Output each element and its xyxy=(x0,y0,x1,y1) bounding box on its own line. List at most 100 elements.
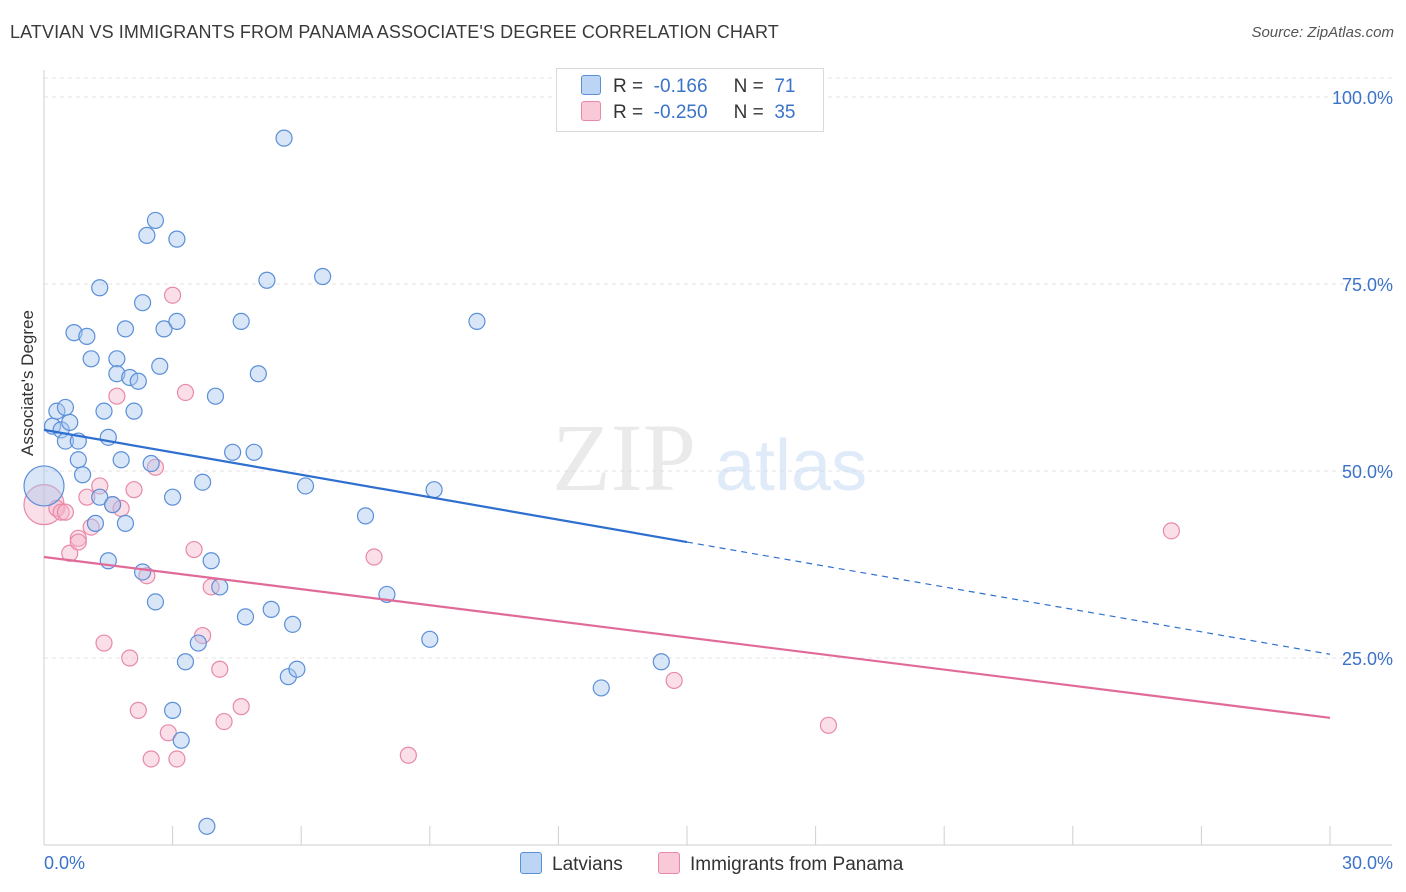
data-point xyxy=(168,230,186,248)
data-point xyxy=(296,477,315,495)
legend-swatch-pink xyxy=(581,101,601,121)
source-label: Source: ZipAtlas.com xyxy=(1251,24,1394,41)
data-point xyxy=(365,548,383,566)
legend-swatch-pink xyxy=(658,852,680,874)
data-point xyxy=(146,211,165,230)
data-point xyxy=(665,671,683,690)
data-point xyxy=(164,701,182,719)
legend-swatch-blue xyxy=(520,852,542,874)
legend-item-latvians: Latvians xyxy=(520,852,623,876)
data-point xyxy=(69,533,87,551)
data-point xyxy=(356,507,375,525)
data-point xyxy=(314,267,332,286)
data-point xyxy=(245,443,263,461)
data-point xyxy=(108,365,126,383)
legend-label-latvians: Latvians xyxy=(552,854,623,875)
legend-item-panama: Immigrants from Panama xyxy=(658,852,903,876)
data-point xyxy=(91,488,109,506)
legend-n-label: N = xyxy=(733,76,764,97)
data-point xyxy=(82,350,100,368)
legend-n-label: N = xyxy=(733,102,764,123)
data-point xyxy=(95,402,113,420)
data-point xyxy=(56,398,75,417)
data-point xyxy=(468,312,486,330)
watermark-zip: ZIP xyxy=(552,404,696,511)
data-point xyxy=(249,365,267,383)
data-point xyxy=(65,324,83,342)
data-point xyxy=(232,698,250,716)
data-point xyxy=(215,712,233,731)
data-point xyxy=(121,368,139,387)
legend-r-value: -0.166 xyxy=(653,76,708,97)
x-tick-label: 0.0% xyxy=(44,853,85,873)
data-point xyxy=(133,563,152,581)
data-point xyxy=(425,481,443,499)
data-point xyxy=(176,383,195,402)
data-point xyxy=(168,312,186,330)
series-latvians-points xyxy=(23,129,670,835)
chart-title: LATVIAN VS IMMIGRANTS FROM PANAMA ASSOCI… xyxy=(10,22,779,42)
trend-line-latvians-extension xyxy=(686,541,1331,655)
stats-legend: R = -0.166 N = 71 R = -0.250 N = 35 xyxy=(556,68,824,132)
data-point xyxy=(164,488,182,506)
data-point xyxy=(194,473,212,491)
legend-n-value: 71 xyxy=(774,76,796,97)
data-point xyxy=(121,649,139,667)
data-point xyxy=(172,731,190,749)
y-tick-label: 75.0% xyxy=(1342,275,1393,295)
data-point xyxy=(202,552,220,570)
data-point xyxy=(819,716,838,734)
data-point xyxy=(146,593,165,611)
y-axis-label: Associate's Degree xyxy=(18,310,37,456)
data-point xyxy=(78,488,96,506)
data-point xyxy=(164,286,182,304)
data-point xyxy=(176,653,195,671)
data-point xyxy=(652,653,670,671)
data-point xyxy=(52,503,70,521)
legend-row-panama: R = -0.250 N = 35 xyxy=(581,101,795,125)
data-point xyxy=(23,465,65,507)
data-point xyxy=(73,466,92,484)
series-legend: Latvians Immigrants from Panama xyxy=(0,852,1406,878)
data-point xyxy=(91,279,109,297)
data-point xyxy=(86,514,105,532)
data-point xyxy=(236,608,255,626)
data-point xyxy=(125,402,143,420)
data-point xyxy=(168,750,186,768)
data-point xyxy=(61,413,79,431)
data-point xyxy=(125,481,143,499)
data-point xyxy=(142,454,160,473)
data-point xyxy=(78,327,96,345)
data-point xyxy=(48,402,66,420)
data-point xyxy=(108,387,126,405)
data-point xyxy=(155,320,173,338)
gridlines xyxy=(44,77,1392,659)
data-point xyxy=(189,634,207,652)
data-point xyxy=(288,660,306,678)
data-point xyxy=(69,529,87,547)
data-point xyxy=(224,443,242,461)
data-point xyxy=(56,503,75,521)
data-point xyxy=(103,496,122,514)
data-point xyxy=(116,514,135,532)
x-tick-label: 30.0% xyxy=(1342,853,1393,873)
tick-labels: 25.0% 50.0% 75.0% 100.0% 0.0% 30.0% xyxy=(44,88,1393,873)
data-point xyxy=(138,226,156,244)
trend-line-latvians xyxy=(43,428,688,544)
data-point xyxy=(399,746,417,764)
data-point xyxy=(284,615,302,633)
legend-r-label: R = xyxy=(613,102,644,123)
data-point xyxy=(129,701,147,719)
legend-n-value: 35 xyxy=(774,102,796,123)
data-point xyxy=(133,294,152,312)
data-point xyxy=(116,320,135,338)
trend-lines xyxy=(43,428,1331,719)
data-point xyxy=(198,817,216,835)
y-tick-label: 50.0% xyxy=(1342,462,1393,482)
data-point xyxy=(421,630,439,648)
data-point xyxy=(129,372,147,390)
legend-r-value: -0.250 xyxy=(653,102,708,123)
y-tick-label: 100.0% xyxy=(1332,88,1393,108)
data-point xyxy=(592,679,610,697)
